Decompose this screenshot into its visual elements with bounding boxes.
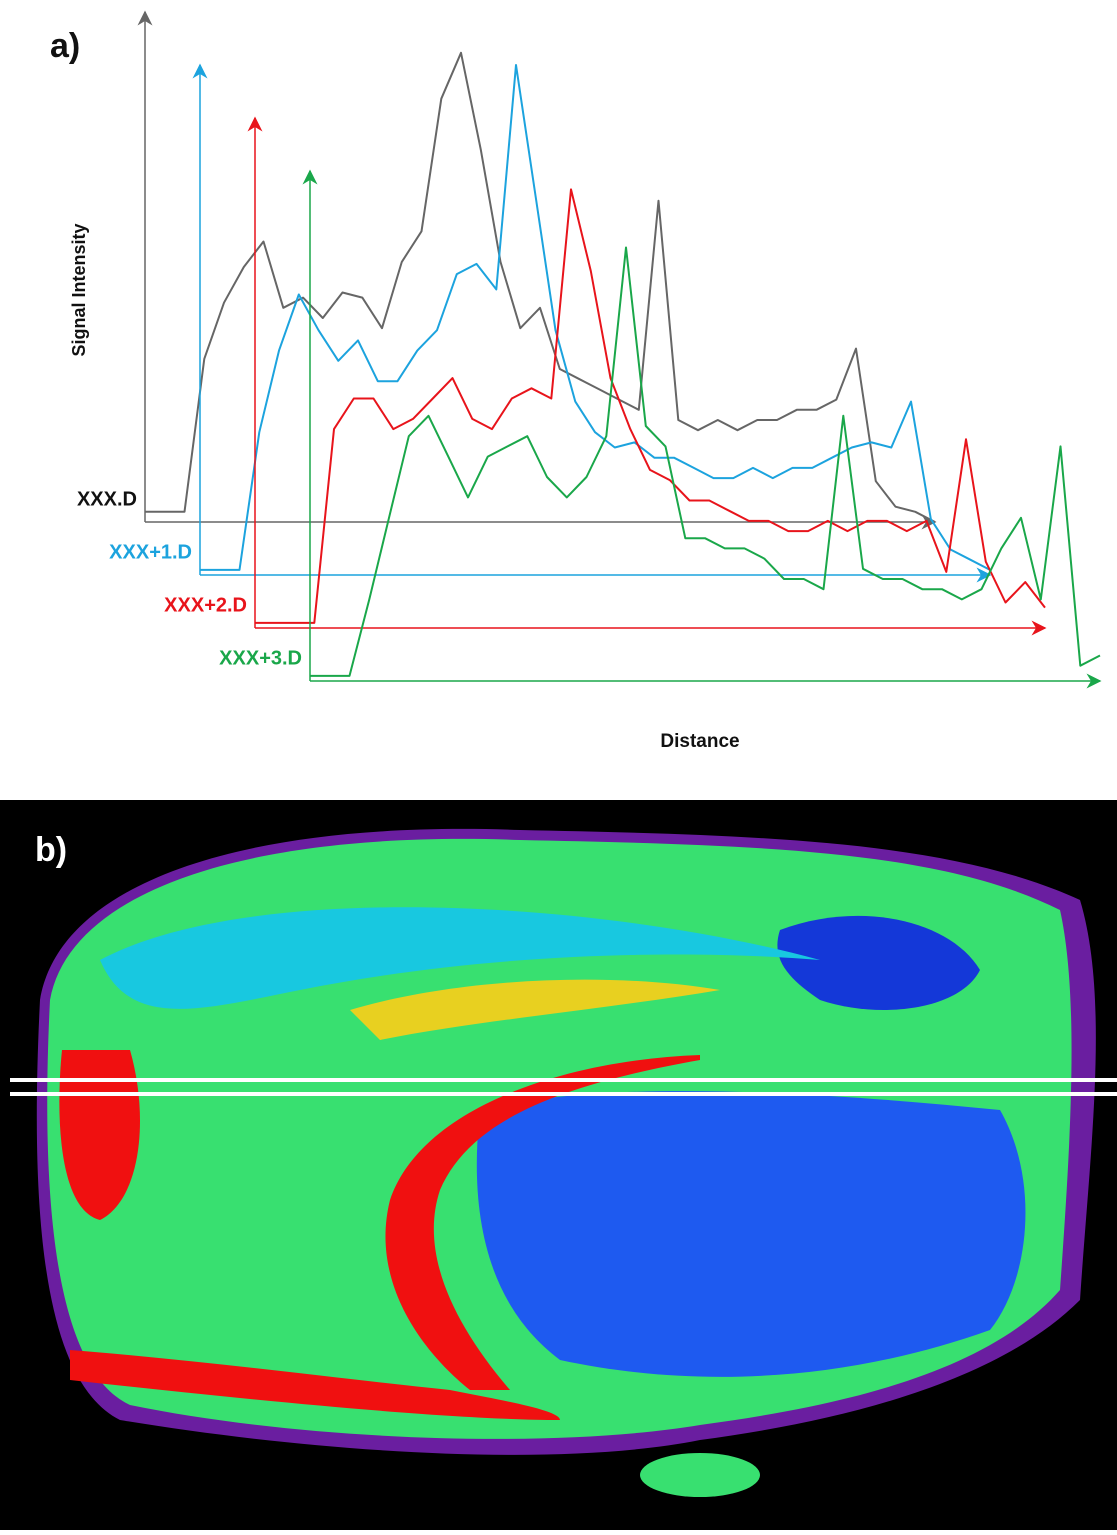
y-axis-label: Signal Intensity	[69, 223, 89, 356]
red-band	[70, 1350, 560, 1420]
series-label: XXX+3.D	[219, 647, 302, 669]
x-axis-label: Distance	[660, 731, 739, 752]
series-label: XXX+1.D	[109, 541, 192, 563]
signal-line	[145, 51, 936, 523]
cyan-band	[100, 907, 820, 1009]
signal-line	[310, 246, 1101, 677]
series-label: XXX.D	[77, 488, 137, 510]
blue-region	[777, 915, 980, 1010]
signal-line	[200, 64, 991, 571]
yellow-band	[350, 979, 720, 1040]
blue-region	[476, 1091, 1026, 1377]
series-label: XXX+2.D	[164, 594, 247, 616]
tissue-image	[0, 800, 1117, 1530]
panel-label: b)	[35, 831, 67, 869]
scan-line	[10, 1078, 1117, 1082]
red-band	[385, 1055, 700, 1390]
signal-line	[255, 188, 1046, 624]
panel-label: a)	[50, 27, 80, 65]
scan-line	[10, 1092, 1117, 1096]
tissue-fragment	[640, 1453, 760, 1497]
